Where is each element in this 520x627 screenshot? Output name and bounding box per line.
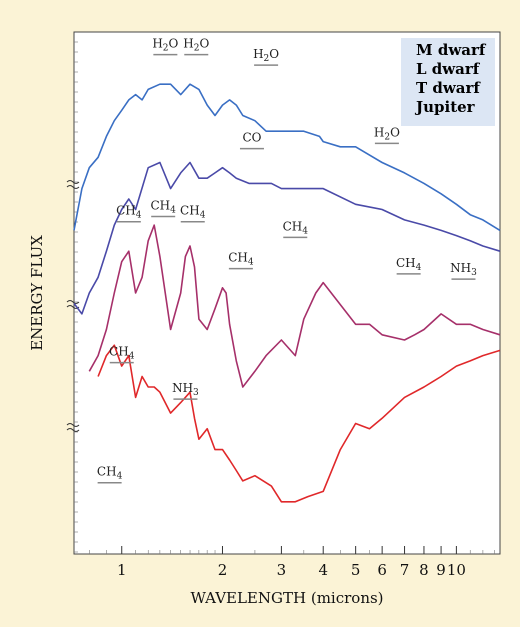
x-tick-label: 5 — [351, 561, 361, 579]
x-tick-label: 4 — [318, 561, 328, 579]
x-tick-label: 10 — [447, 561, 466, 579]
legend-item-l-dwarf: L dwarf — [416, 60, 481, 78]
x-tick-label: 7 — [400, 561, 410, 579]
x-tick-label: 6 — [377, 561, 387, 579]
x-tick-label: 1 — [117, 561, 127, 579]
axis-break-mark — [66, 423, 80, 432]
annotation-label: H2O — [183, 37, 209, 54]
series-layer — [73, 83, 501, 503]
annotation-label: CH4 — [396, 256, 422, 273]
series-line-t-dwarf — [88, 224, 501, 388]
legend-item-t-dwarf: T dwarf — [416, 79, 481, 97]
series-line-m-dwarf — [73, 83, 501, 232]
legend-item-m-dwarf: M dwarf — [416, 41, 487, 59]
annotation-label: CH4 — [283, 219, 309, 236]
y-axis-title: ENERGY FLUX — [28, 235, 46, 351]
axis-break-marks — [66, 180, 80, 432]
annotation-label: NH3 — [172, 381, 199, 398]
series-line-l-dwarf — [73, 161, 501, 315]
annotation-label: CH4 — [150, 198, 176, 215]
axis-break-mark — [66, 180, 80, 189]
annotation-label: H2O — [253, 47, 279, 64]
annotation-label: NH3 — [450, 261, 477, 278]
x-axis-title: WAVELENGTH (microns) — [190, 589, 383, 607]
annotation-label: CH4 — [116, 204, 142, 221]
annotation-label: CH4 — [180, 204, 206, 221]
legend-box — [401, 38, 495, 126]
x-tick-label: 2 — [218, 561, 228, 579]
annotation-label: H2O — [374, 125, 400, 142]
annotation-label: CH4 — [228, 251, 254, 268]
x-tick-label: 9 — [436, 561, 446, 579]
legend-item-jupiter: Jupiter — [414, 98, 476, 116]
annotation-label: H2O — [152, 37, 178, 54]
series-line-jupiter — [97, 344, 501, 503]
legend: M dwarf L dwarf T dwarf Jupiter — [401, 38, 495, 126]
minor-ticks — [74, 41, 495, 554]
x-tick-label: 3 — [277, 561, 287, 579]
x-tick-label: 8 — [419, 561, 429, 579]
annotation-label: CO — [242, 131, 261, 145]
x-tick-labels: 1 2 3 4 5 6 7 8 9 10 — [117, 561, 466, 579]
annotation-label: CH4 — [97, 465, 123, 482]
annotation-label: CH4 — [109, 345, 135, 362]
